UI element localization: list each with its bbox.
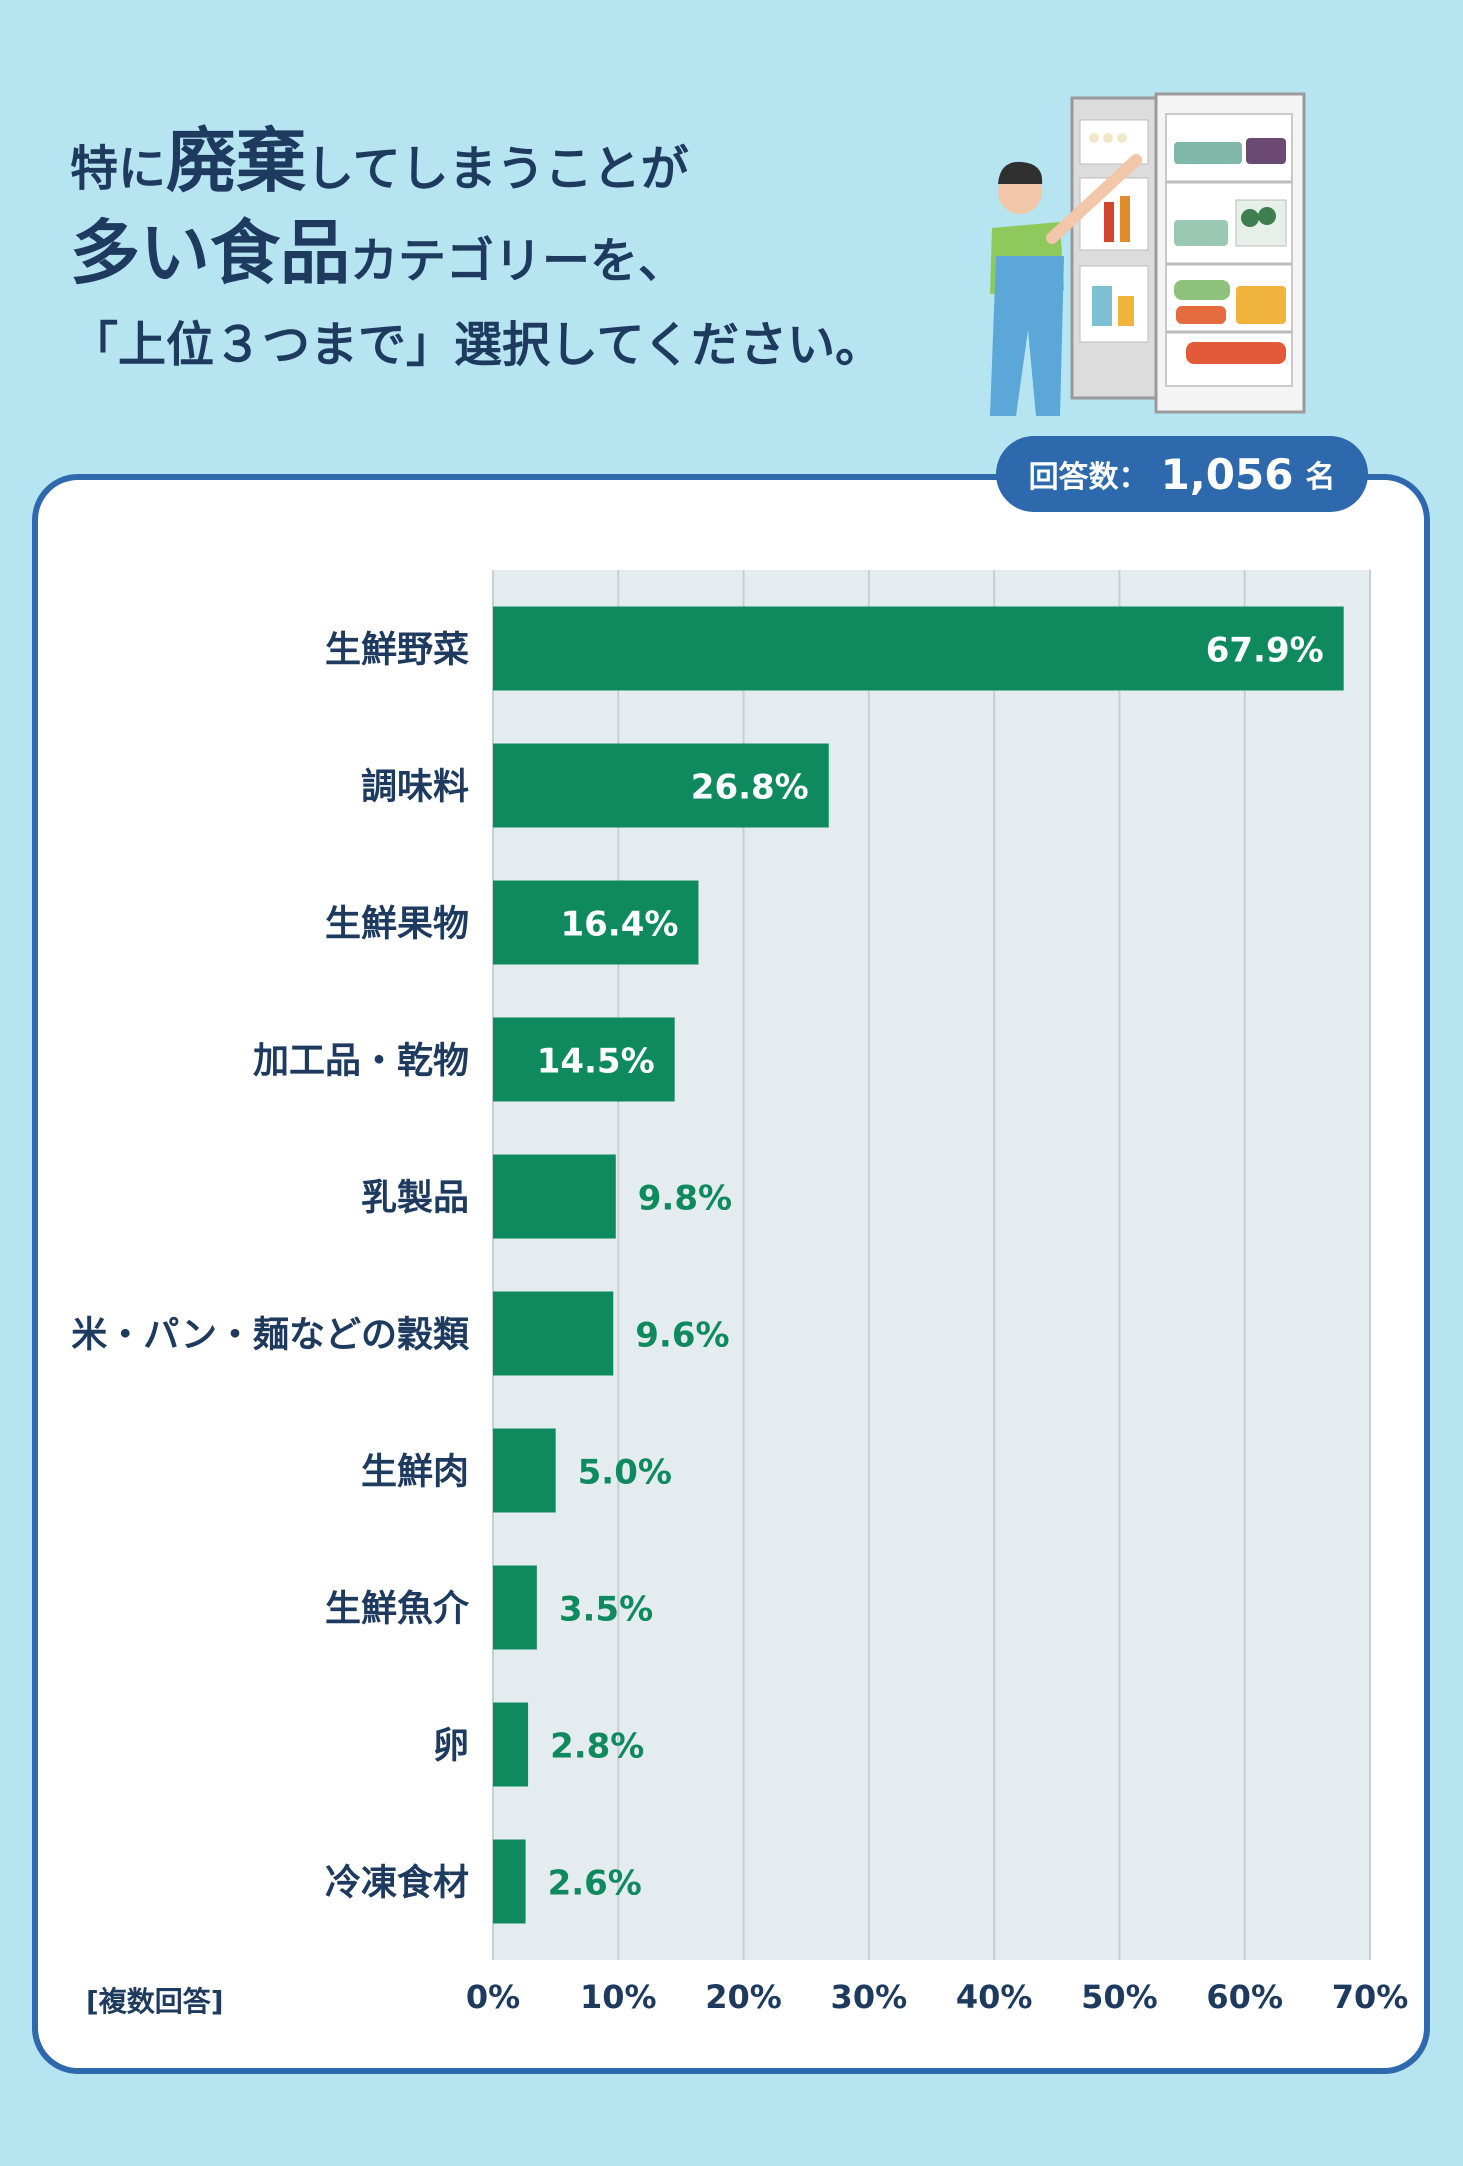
bar bbox=[493, 880, 699, 965]
x-tick-label: 20% bbox=[705, 1978, 782, 2016]
category-label: 米・パン・麺などの穀類 bbox=[71, 1315, 470, 1356]
value-label: 14.5% bbox=[537, 1042, 655, 1082]
value-label: 2.8% bbox=[550, 1727, 644, 1767]
bar bbox=[493, 1839, 526, 1924]
value-label: 26.8% bbox=[691, 768, 809, 808]
bar bbox=[493, 1291, 614, 1376]
value-label: 9.8% bbox=[638, 1179, 732, 1219]
question-emphasis: 多い食品 bbox=[70, 212, 350, 294]
category-label: 調味料 bbox=[361, 767, 469, 808]
x-tick-label: 60% bbox=[1206, 1978, 1283, 2016]
x-tick-label: 50% bbox=[1081, 1978, 1158, 2016]
question-emphasis: 廃棄 bbox=[166, 120, 307, 202]
bar bbox=[493, 743, 829, 828]
bar bbox=[493, 1702, 529, 1787]
category-label: 加工品・乾物 bbox=[253, 1041, 469, 1082]
x-tick-label: 0% bbox=[466, 1978, 520, 2016]
question-text: してしまうことが bbox=[306, 141, 689, 197]
category-label: 生鮮肉 bbox=[361, 1452, 469, 1493]
x-tick-label: 40% bbox=[956, 1978, 1033, 2016]
bar bbox=[493, 1428, 556, 1513]
category-label: 生鮮野菜 bbox=[325, 630, 469, 671]
refrigerator-person-illustration bbox=[990, 92, 1306, 416]
multiple-answer-note: [複数回答] bbox=[86, 1985, 224, 2018]
category-label: 生鮮魚介 bbox=[325, 1589, 470, 1630]
question-text: カテゴリーを、 bbox=[350, 233, 687, 289]
value-label: 67.9% bbox=[1206, 631, 1324, 671]
question-line-1: 特に廃棄してしまうことが bbox=[70, 105, 689, 206]
x-tick-label: 30% bbox=[831, 1978, 908, 2016]
respondent-count-label: 回答数： bbox=[1028, 460, 1149, 495]
value-label: 2.6% bbox=[548, 1864, 642, 1904]
question-line-3: 「上位３つまで」選択してください。 bbox=[70, 317, 884, 373]
category-label: 冷凍食材 bbox=[325, 1863, 469, 1904]
x-tick-label: 10% bbox=[580, 1978, 657, 2016]
value-label: 5.0% bbox=[578, 1453, 672, 1493]
bar bbox=[493, 606, 1344, 691]
category-label: 卵 bbox=[433, 1726, 469, 1767]
respondent-count-unit: 名 bbox=[1305, 460, 1336, 495]
category-label: 生鮮果物 bbox=[325, 904, 469, 945]
respondent-count-badge: 回答数： 1,056 名 bbox=[996, 436, 1368, 512]
value-label: 9.6% bbox=[635, 1316, 729, 1356]
bar bbox=[493, 1565, 537, 1650]
value-label: 3.5% bbox=[559, 1590, 653, 1630]
respondent-count-value: 1,056 bbox=[1160, 449, 1294, 499]
value-label: 16.4% bbox=[560, 905, 678, 945]
question-line-2: 多い食品カテゴリーを、 bbox=[70, 197, 686, 298]
x-tick-label: 70% bbox=[1332, 1978, 1409, 2016]
bar bbox=[493, 1017, 675, 1102]
question-text: 特に bbox=[70, 141, 167, 197]
bar bbox=[493, 1154, 616, 1239]
category-label: 乳製品 bbox=[361, 1178, 469, 1219]
